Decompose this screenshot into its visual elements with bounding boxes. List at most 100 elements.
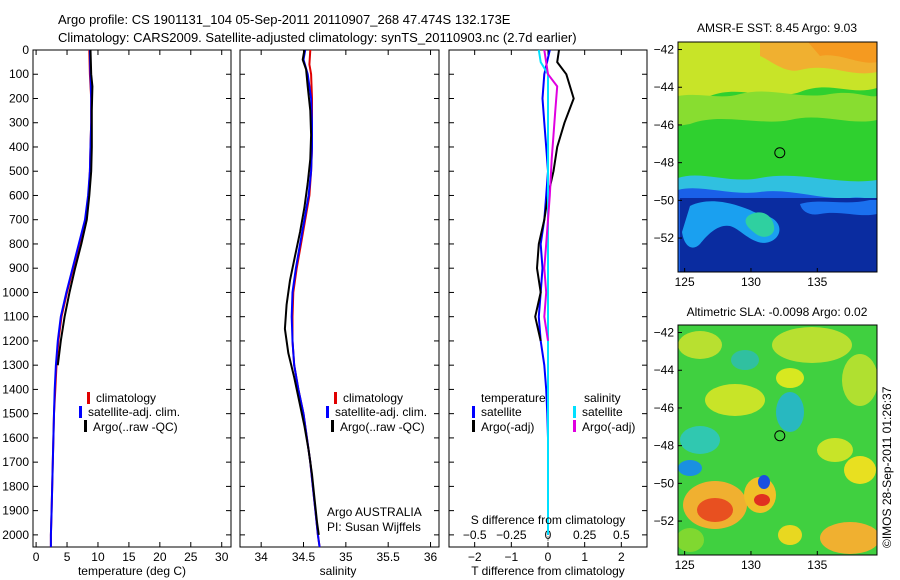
x-tick-label: 30 — [215, 550, 229, 564]
legend-swatch-satellite — [79, 406, 82, 418]
salinity-panel: 34 34.5 35 35.5 36 salinity climatology sate… — [239, 49, 440, 578]
legend-label: climatology — [343, 391, 403, 405]
salinity-xlabel: salinity — [320, 564, 357, 578]
map-y-tick-label: −48 — [654, 156, 675, 170]
legend-swatch-argo — [331, 420, 334, 432]
temperature-legend: climatology satellite-adj. clim. Argo(..… — [79, 391, 180, 434]
y-tick-label: 1400 — [2, 382, 29, 396]
map-y-tick-label: −52 — [654, 231, 675, 245]
y-tick-label: 1200 — [2, 334, 29, 348]
y-tick-label: 100 — [9, 67, 29, 81]
difference-xlabel-top: S difference from climatology — [471, 513, 626, 527]
sla-argo-location-marker — [774, 430, 786, 442]
map-y-tick-label: −48 — [654, 439, 675, 453]
salinity-series — [283, 49, 321, 548]
sla-map-title: Altimetric SLA: -0.0098 Argo: 0.02 — [687, 305, 868, 319]
x-tick-label: 35 — [339, 550, 353, 564]
y-tick-label: 2000 — [2, 528, 29, 542]
series-line-salinity-argo-adj- — [543, 49, 559, 342]
map-y-tick-label: −44 — [654, 363, 675, 377]
map-y-tick-label: −46 — [654, 118, 675, 132]
figure-title-line1: Argo profile: CS 1901131_104 05-Sep-2011… — [58, 12, 511, 27]
sla-map-panel: Altimetric SLA: -0.0098 Argo: 0.02 125 13… — [654, 305, 878, 572]
sst-map-field — [678, 42, 877, 272]
y-tick-label: 1500 — [2, 407, 29, 421]
difference-legend: temperature salinity satellite Argo(-adj… — [472, 391, 635, 434]
y-tick-label: 1800 — [2, 479, 29, 493]
x-tick-label: 20 — [153, 550, 167, 564]
x-tick-label: 35.5 — [377, 550, 401, 564]
map-x-tick-label: 130 — [741, 275, 761, 289]
salinity-annotation-line1: Argo AUSTRALIA — [327, 505, 422, 519]
map-y-tick-label: −50 — [654, 193, 675, 207]
y-tick-label: 1600 — [2, 431, 29, 445]
map-x-tick-label: 125 — [675, 275, 695, 289]
x-tick-label: 36 — [424, 550, 438, 564]
legend-swatch-sal-argo — [573, 420, 576, 432]
y-tick-label: 1000 — [2, 285, 29, 299]
x-tick-label-salinity: 0 — [545, 528, 552, 542]
y-tick-label: 600 — [9, 188, 29, 202]
map-x-tick-label: 130 — [741, 558, 761, 572]
y-tick-label: 400 — [9, 140, 29, 154]
y-tick-label: 1100 — [3, 310, 29, 324]
sst-map-axis-ticks: 125 130 135 −42 −44 −46 −48 −50 −52 — [654, 43, 828, 289]
legend-label: Argo(..raw -QC) — [93, 420, 178, 434]
difference-axis-ticks: −2 −1 0 1 2 −0.5 −0.25 0 0.25 0.5 — [449, 49, 647, 564]
sst-map-frame — [677, 41, 878, 273]
legend-label: climatology — [96, 391, 156, 405]
temperature-xlabel: temperature (deg C) — [78, 564, 186, 578]
legend-label: Argo(..raw -QC) — [340, 420, 425, 434]
temperature-series — [49, 49, 94, 547]
legend-swatch-climatology — [87, 392, 90, 404]
sla-map-frame — [677, 324, 878, 556]
x-tick-label: 25 — [184, 550, 198, 564]
map-y-tick-label: −52 — [654, 514, 675, 528]
watermark: ©IMOS 28-Sep-2011 01:26:37 — [880, 386, 894, 548]
x-tick-label: 2 — [618, 550, 625, 564]
x-tick-label: 10 — [91, 550, 105, 564]
y-tick-label: 1900 — [2, 504, 29, 518]
legend-label: satellite-adj. clim. — [335, 405, 427, 419]
legend-label: satellite — [582, 405, 623, 419]
temperature-panel: 0 5 10 15 20 25 300100200300400500600700800900… — [2, 43, 232, 578]
difference-panel: −2 −1 0 1 2 −0.5 −0.25 0 0.25 0.5 S difference fr… — [448, 49, 648, 578]
y-tick-label: 1300 — [2, 358, 29, 372]
sst-argo-location-marker — [774, 147, 786, 159]
map-y-tick-label: −44 — [654, 80, 675, 94]
y-tick-label: 200 — [9, 91, 29, 105]
legend-label: Argo(-adj) — [582, 420, 635, 434]
y-tick-label: 300 — [9, 116, 29, 130]
legend-label: satellite-adj. clim. — [88, 405, 180, 419]
x-tick-label: −1 — [504, 550, 518, 564]
series-line-argo-raw-qc- — [56, 49, 94, 366]
x-tick-label-salinity: 0.5 — [613, 528, 630, 542]
sst-map-panel: AMSR-E SST: 8.45 Argo: 9.03 125 130 135 −42… — [654, 21, 878, 289]
figure-title-line2: Climatology: CARS2009. Satellite-adjuste… — [58, 30, 577, 45]
x-tick-label: 34.5 — [292, 550, 316, 564]
legend-header-temperature: temperature — [481, 391, 546, 405]
map-y-tick-label: −46 — [654, 401, 675, 415]
sst-map-title: AMSR-E SST: 8.45 Argo: 9.03 — [697, 21, 857, 35]
series-line-argo-raw-qc- — [283, 49, 320, 536]
y-tick-label: 0 — [22, 43, 29, 57]
y-tick-label: 1700 — [2, 455, 29, 469]
legend-swatch-argo — [84, 420, 87, 432]
y-tick-label: 500 — [9, 164, 29, 178]
map-x-tick-label: 135 — [807, 558, 827, 572]
difference-xlabel: T difference from climatology — [471, 564, 625, 578]
map-x-tick-label: 125 — [675, 558, 695, 572]
x-tick-label: 0 — [33, 550, 40, 564]
x-tick-label: 15 — [122, 550, 136, 564]
y-tick-label: 700 — [9, 213, 29, 227]
sla-map-axis-ticks: 125 130 135 −42 −44 −46 −48 −50 −52 — [654, 326, 828, 572]
y-tick-label: 900 — [9, 261, 29, 275]
map-x-tick-label: 135 — [807, 275, 827, 289]
x-tick-label-salinity: −0.5 — [463, 528, 487, 542]
y-tick-label: 800 — [9, 237, 29, 251]
x-tick-label: 5 — [64, 550, 71, 564]
legend-label: Argo(-adj) — [481, 420, 534, 434]
salinity-axis-ticks: 34 34.5 35 35.5 36 — [240, 49, 439, 564]
series-line-salinity-satellite — [537, 49, 549, 535]
temperature-axis-ticks: 0 5 10 15 20 25 300100200300400500600700800900… — [2, 43, 231, 564]
